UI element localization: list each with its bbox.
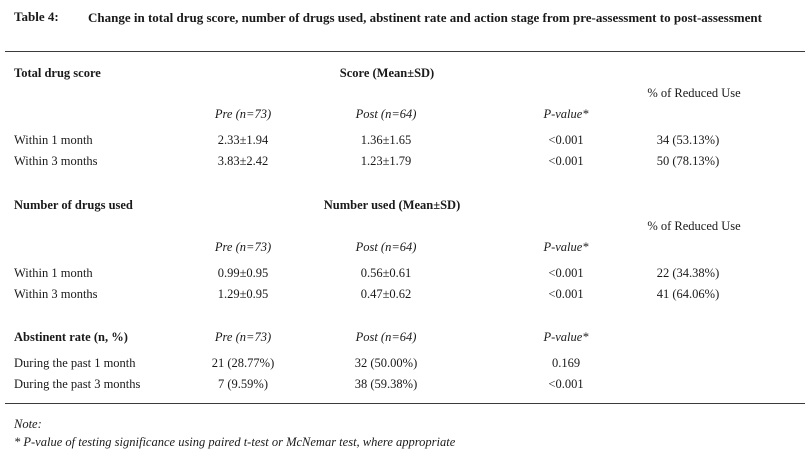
cell-p-value: <0.001 xyxy=(548,266,584,280)
group-header-number-used: Number used (Mean±SD) xyxy=(323,198,461,212)
col-header-post: Post (n=64) xyxy=(355,330,417,344)
cell-post: 1.36±1.65 xyxy=(360,133,412,147)
cell-post: 1.23±1.79 xyxy=(360,154,412,168)
cell-pre: 1.29±0.95 xyxy=(217,287,269,301)
top-rule xyxy=(5,51,805,52)
cell-p-value: <0.001 xyxy=(548,287,584,301)
bottom-rule xyxy=(5,403,805,404)
cell-reduced: 41 (64.06%) xyxy=(656,287,720,301)
cell-reduced: 34 (53.13%) xyxy=(656,133,720,147)
row-label: Within 1 month xyxy=(14,133,93,147)
cell-reduced: 50 (78.13%) xyxy=(656,154,720,168)
cell-post: 32 (50.00%) xyxy=(354,356,418,370)
cell-reduced: 22 (34.38%) xyxy=(656,266,720,280)
col-header-pre: Pre (n=73) xyxy=(214,107,272,121)
cell-p-value: <0.001 xyxy=(548,154,584,168)
cell-p-value: <0.001 xyxy=(548,377,584,391)
row-label: During the past 3 months xyxy=(14,377,141,391)
table-label: Table 4: xyxy=(14,9,59,24)
reduced-use-header: % of Reduced Use xyxy=(647,219,741,233)
col-header-p-value: P-value* xyxy=(543,330,589,344)
col-header-p-value: P-value* xyxy=(543,240,589,254)
cell-pre: 3.83±2.42 xyxy=(217,154,269,168)
section-heading-total-drug-score: Total drug score xyxy=(14,66,101,80)
cell-pre: 21 (28.77%) xyxy=(211,356,275,370)
row-label: Within 3 months xyxy=(14,154,98,168)
row-label: Within 3 months xyxy=(14,287,98,301)
section-heading-abstinent-rate: Abstinent rate (n, %) xyxy=(14,330,128,344)
note-label: Note: xyxy=(14,417,42,431)
group-header-score: Score (Mean±SD) xyxy=(339,66,435,80)
section-heading-number-of-drugs: Number of drugs used xyxy=(14,198,133,212)
cell-post: 0.47±0.62 xyxy=(360,287,412,301)
col-header-pre: Pre (n=73) xyxy=(214,240,272,254)
row-label: During the past 1 month xyxy=(14,356,136,370)
cell-p-value: <0.001 xyxy=(548,133,584,147)
note-text: * P-value of testing significance using … xyxy=(14,435,456,449)
cell-p-value: 0.169 xyxy=(551,356,581,370)
cell-post: 0.56±0.61 xyxy=(360,266,412,280)
col-header-post: Post (n=64) xyxy=(355,240,417,254)
reduced-use-header: % of Reduced Use xyxy=(647,86,741,100)
cell-pre: 7 (9.59%) xyxy=(218,377,268,391)
cell-pre: 2.33±1.94 xyxy=(217,133,269,147)
col-header-post: Post (n=64) xyxy=(355,107,417,121)
col-header-p-value: P-value* xyxy=(543,107,589,121)
col-header-pre: Pre (n=73) xyxy=(214,330,272,344)
cell-pre: 0.99±0.95 xyxy=(217,266,269,280)
cell-post: 38 (59.38%) xyxy=(354,377,418,391)
row-label: Within 1 month xyxy=(14,266,93,280)
table-title: Change in total drug score, number of dr… xyxy=(88,10,762,25)
